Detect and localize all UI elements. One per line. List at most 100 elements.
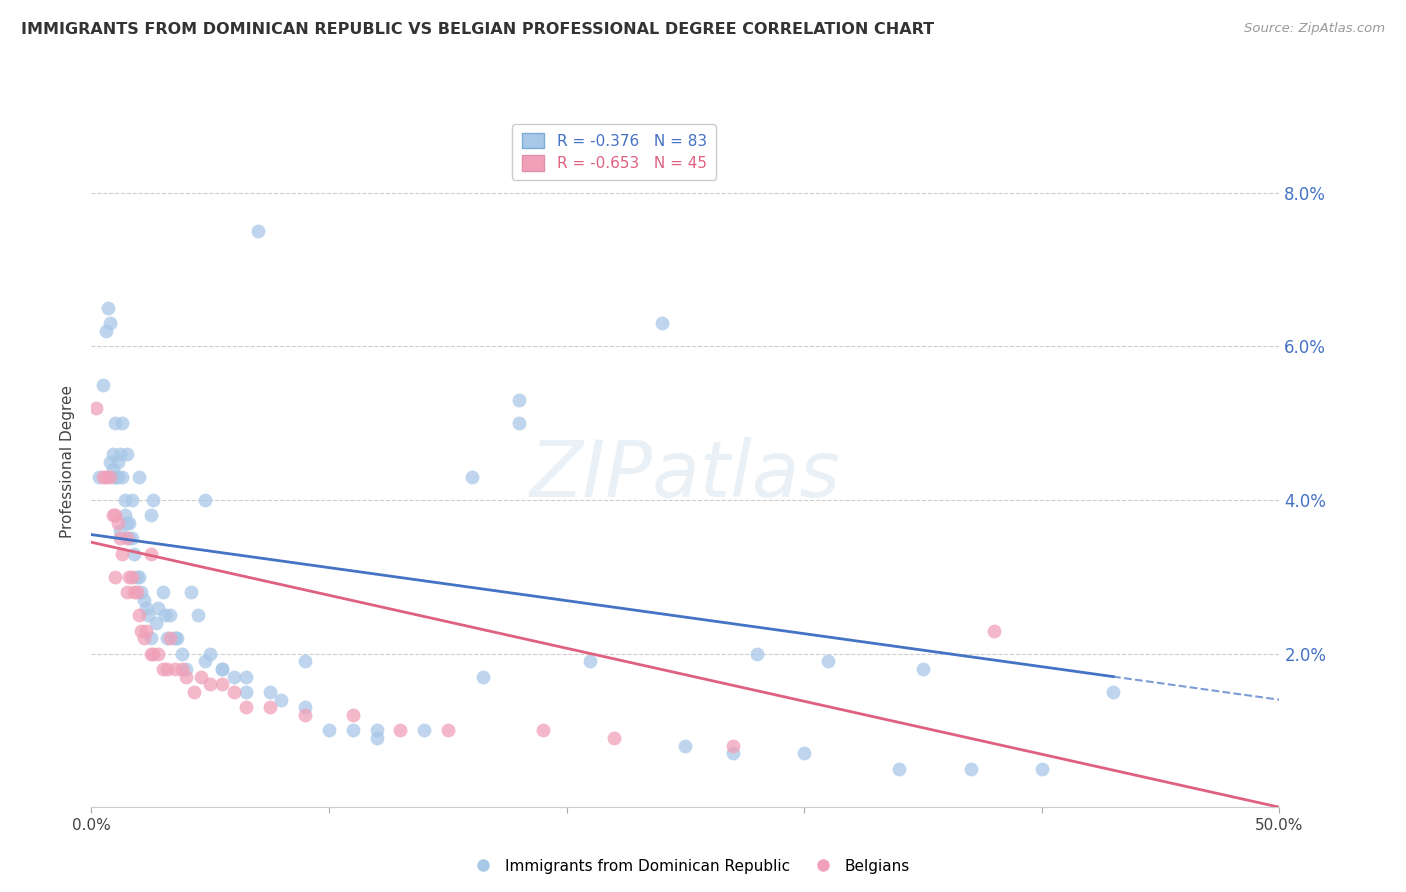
Text: ZIPatlas: ZIPatlas — [530, 437, 841, 514]
Point — [413, 723, 436, 738]
Point — [235, 670, 257, 684]
Point — [211, 662, 233, 676]
Point — [118, 516, 141, 530]
Point — [531, 723, 554, 738]
Point — [259, 700, 281, 714]
Point — [142, 647, 165, 661]
Point — [129, 624, 152, 638]
Point — [152, 662, 174, 676]
Point — [121, 493, 143, 508]
Text: IMMIGRANTS FROM DOMINICAN REPUBLIC VS BELGIAN PROFESSIONAL DEGREE CORRELATION CH: IMMIGRANTS FROM DOMINICAN REPUBLIC VS BE… — [21, 22, 934, 37]
Point — [118, 532, 141, 546]
Point — [138, 608, 160, 623]
Point — [146, 647, 169, 661]
Point — [132, 593, 155, 607]
Point — [94, 324, 117, 338]
Point — [180, 585, 202, 599]
Point — [114, 493, 136, 508]
Point — [211, 662, 233, 676]
Point — [235, 685, 257, 699]
Point — [194, 654, 217, 668]
Point — [472, 670, 495, 684]
Point — [94, 470, 117, 484]
Point — [603, 731, 626, 746]
Point — [101, 447, 124, 461]
Point — [115, 585, 138, 599]
Point — [132, 632, 155, 646]
Point — [911, 662, 934, 676]
Point — [389, 723, 412, 738]
Text: Source: ZipAtlas.com: Source: ZipAtlas.com — [1244, 22, 1385, 36]
Point — [156, 632, 179, 646]
Point — [235, 700, 257, 714]
Point — [115, 516, 138, 530]
Point — [139, 632, 162, 646]
Point — [983, 624, 1005, 638]
Point — [107, 455, 129, 469]
Point — [187, 608, 209, 623]
Point — [211, 677, 233, 691]
Point — [146, 600, 169, 615]
Point — [135, 600, 157, 615]
Point — [270, 692, 292, 706]
Point — [152, 585, 174, 599]
Point — [121, 532, 143, 546]
Point — [163, 632, 186, 646]
Point — [128, 570, 150, 584]
Point — [104, 508, 127, 523]
Point — [108, 524, 131, 538]
Point — [129, 585, 152, 599]
Point — [222, 670, 245, 684]
Point — [100, 455, 122, 469]
Point — [166, 632, 188, 646]
Point — [579, 654, 602, 668]
Point — [97, 301, 120, 315]
Point — [194, 493, 217, 508]
Point — [100, 317, 122, 331]
Point — [128, 470, 150, 484]
Point — [125, 585, 148, 599]
Point — [745, 647, 768, 661]
Point — [721, 739, 744, 753]
Y-axis label: Professional Degree: Professional Degree — [60, 385, 76, 538]
Point — [1031, 762, 1053, 776]
Point — [108, 532, 131, 546]
Point — [111, 470, 134, 484]
Point — [460, 470, 482, 484]
Point — [104, 470, 127, 484]
Point — [294, 700, 316, 714]
Point — [342, 708, 364, 723]
Point — [366, 723, 388, 738]
Point — [145, 615, 167, 630]
Point — [91, 470, 114, 484]
Point — [342, 723, 364, 738]
Point — [889, 762, 911, 776]
Point — [139, 647, 162, 661]
Point — [128, 608, 150, 623]
Point — [176, 662, 198, 676]
Point — [101, 508, 124, 523]
Point — [121, 570, 143, 584]
Point — [170, 662, 193, 676]
Point — [104, 416, 127, 430]
Point — [111, 416, 134, 430]
Point — [163, 632, 186, 646]
Point — [139, 508, 162, 523]
Point — [294, 654, 316, 668]
Point — [104, 470, 127, 484]
Point — [115, 532, 138, 546]
Point — [673, 739, 696, 753]
Point — [508, 416, 530, 430]
Point — [259, 685, 281, 699]
Point — [122, 547, 145, 561]
Point — [104, 570, 127, 584]
Point — [190, 670, 212, 684]
Point — [108, 447, 131, 461]
Point — [135, 624, 157, 638]
Point — [793, 747, 815, 761]
Point — [721, 747, 744, 761]
Point — [1102, 685, 1125, 699]
Point — [118, 570, 141, 584]
Point — [142, 493, 165, 508]
Point — [176, 670, 198, 684]
